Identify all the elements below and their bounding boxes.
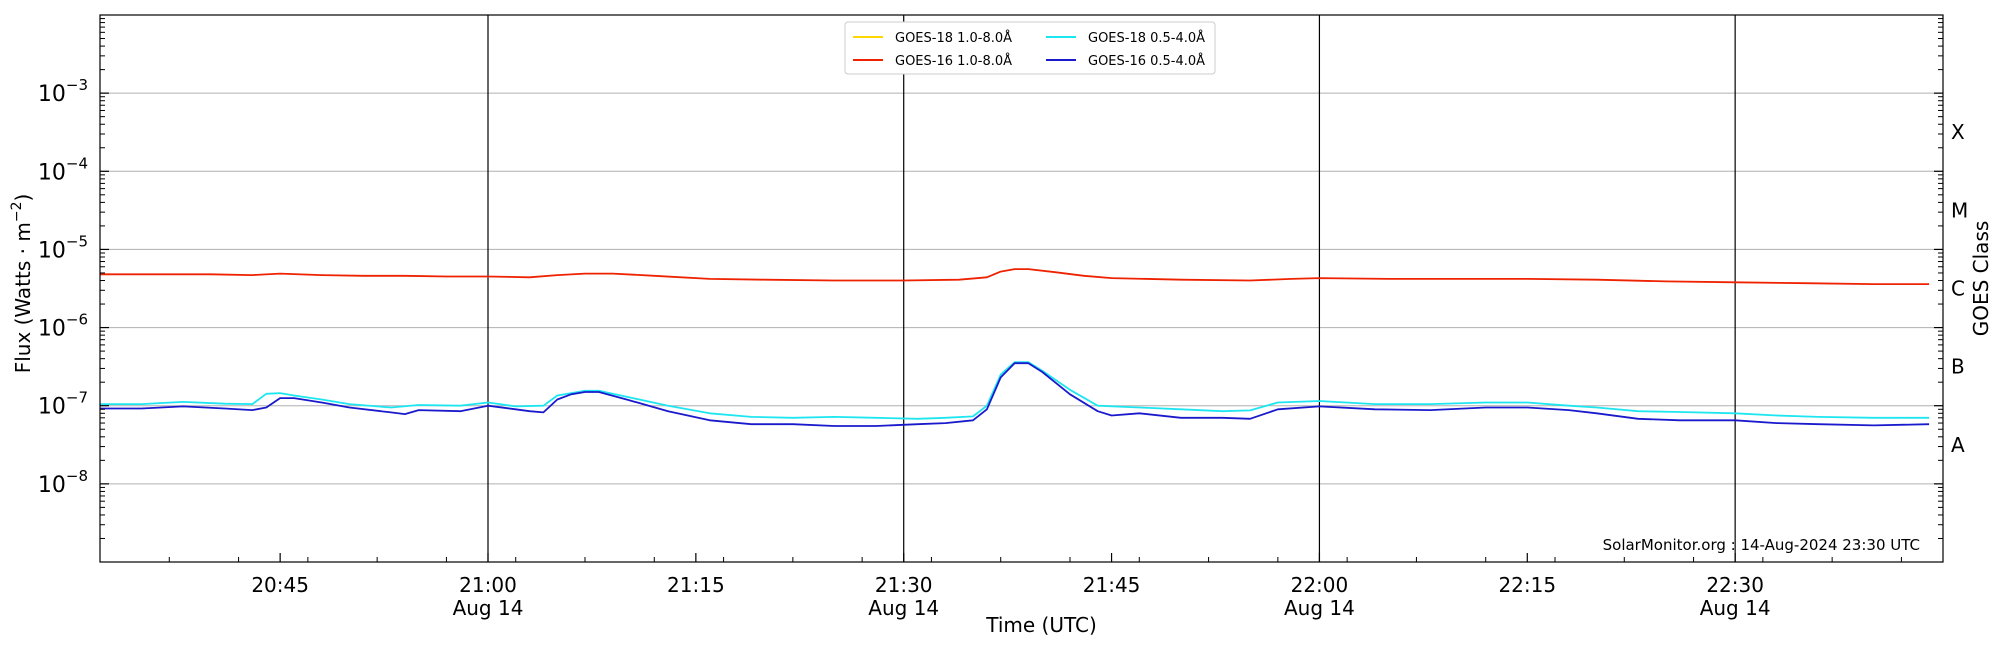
- y-tick-label: 10−5: [38, 232, 88, 263]
- goes-class-label: B: [1951, 355, 1965, 379]
- goes-class-label: C: [1951, 277, 1965, 301]
- goes-class-label: X: [1951, 120, 1965, 144]
- x-tick-sublabel: Aug 14: [1700, 596, 1771, 620]
- goes-class-axis-label: GOES Class: [1969, 221, 1993, 337]
- legend-label: GOES-16 1.0-8.0Å: [895, 53, 1012, 69]
- legend-box: [844, 21, 1216, 75]
- x-tick-sublabel: Aug 14: [453, 596, 524, 620]
- goes-class-label: M: [1951, 198, 1968, 222]
- series-line: [100, 268, 1930, 286]
- legend-label: GOES-18 0.5-4.0Å: [1088, 30, 1205, 46]
- day-major-lines: [487, 15, 1736, 562]
- y-axis-label: Flux (Watts · m−2): [9, 194, 35, 374]
- x-axis-label: Time (UTC): [985, 613, 1097, 637]
- x-tick-label: 22:15: [1498, 573, 1556, 597]
- legend: GOES-18 1.0-8.0Å GOES-18 0.5-4.0Å GOES-16 …: [844, 21, 1216, 75]
- series-line: [100, 361, 1930, 420]
- y-tick-label: 10−3: [38, 76, 88, 107]
- x-tick-sublabel: Aug 14: [1284, 596, 1355, 620]
- x-tick-label: 22:00: [1291, 573, 1349, 597]
- series-line: [100, 362, 1930, 427]
- grid-lines: [100, 92, 1943, 485]
- x-tick-label: 22:30: [1706, 573, 1764, 597]
- y-tick-label: 10−4: [38, 154, 88, 185]
- x-tick-label: 20:45: [251, 573, 309, 597]
- series-lines: [100, 268, 1930, 427]
- legend-label: GOES-16 0.5-4.0Å: [1088, 53, 1205, 69]
- x-tick-label: 21:45: [1083, 573, 1141, 597]
- watermark-text: SolarMonitor.org : 14-Aug-2024 23:30 UTC: [1603, 536, 1920, 554]
- legend-label: GOES-18 1.0-8.0Å: [895, 30, 1012, 46]
- svg-text:Flux (Watts · m−2): Flux (Watts · m−2): [9, 194, 35, 374]
- x-tick-sublabel: Aug 14: [868, 596, 939, 620]
- x-tick-label: 21:15: [667, 573, 725, 597]
- y-tick-label: 10−7: [38, 389, 88, 420]
- y-tick-label: 10−8: [38, 467, 88, 498]
- goes-class-label: A: [1951, 433, 1965, 457]
- y-tick-label: 10−6: [38, 311, 88, 342]
- plot-frame: [99, 14, 1944, 563]
- x-tick-label: 21:00: [459, 573, 517, 597]
- x-tick-label: 21:30: [875, 573, 933, 597]
